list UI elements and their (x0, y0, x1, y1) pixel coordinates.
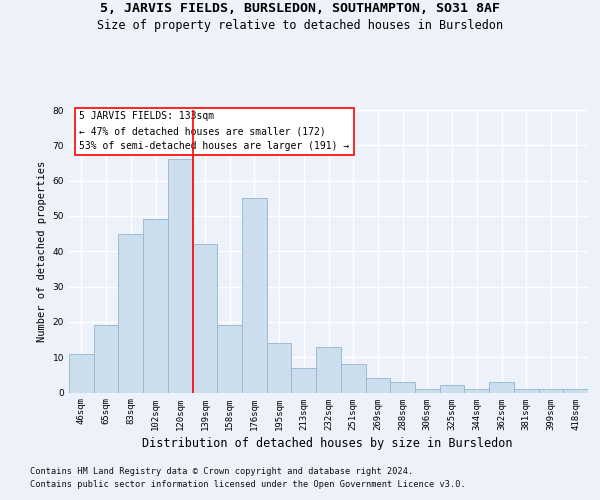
Text: 5, JARVIS FIELDS, BURSLEDON, SOUTHAMPTON, SO31 8AF: 5, JARVIS FIELDS, BURSLEDON, SOUTHAMPTON… (100, 2, 500, 16)
Bar (69, 354, 94, 393)
Bar (217, 326, 242, 392)
Text: Contains public sector information licensed under the Open Government Licence v3: Contains public sector information licen… (30, 480, 466, 489)
Bar (143, 220, 168, 392)
Text: Size of property relative to detached houses in Bursledon: Size of property relative to detached ho… (97, 19, 503, 32)
Bar (365, 378, 390, 392)
Text: Contains HM Land Registry data © Crown copyright and database right 2024.: Contains HM Land Registry data © Crown c… (30, 467, 413, 476)
Bar (415, 389, 440, 392)
Bar (94, 326, 118, 392)
Bar (539, 389, 563, 392)
Bar (118, 234, 143, 392)
Bar (464, 389, 489, 392)
Text: 5 JARVIS FIELDS: 133sqm
← 47% of detached houses are smaller (172)
53% of semi-d: 5 JARVIS FIELDS: 133sqm ← 47% of detache… (79, 112, 350, 151)
Bar (193, 244, 217, 392)
Bar (168, 160, 193, 392)
Y-axis label: Number of detached properties: Number of detached properties (37, 160, 47, 342)
Bar (242, 198, 267, 392)
Bar (316, 346, 341, 393)
Bar (563, 389, 588, 392)
Bar (292, 368, 316, 392)
Bar (390, 382, 415, 392)
Bar (267, 343, 292, 392)
Bar (489, 382, 514, 392)
Bar (514, 389, 539, 392)
Bar (440, 386, 464, 392)
Text: Distribution of detached houses by size in Bursledon: Distribution of detached houses by size … (142, 438, 512, 450)
Bar (341, 364, 365, 392)
